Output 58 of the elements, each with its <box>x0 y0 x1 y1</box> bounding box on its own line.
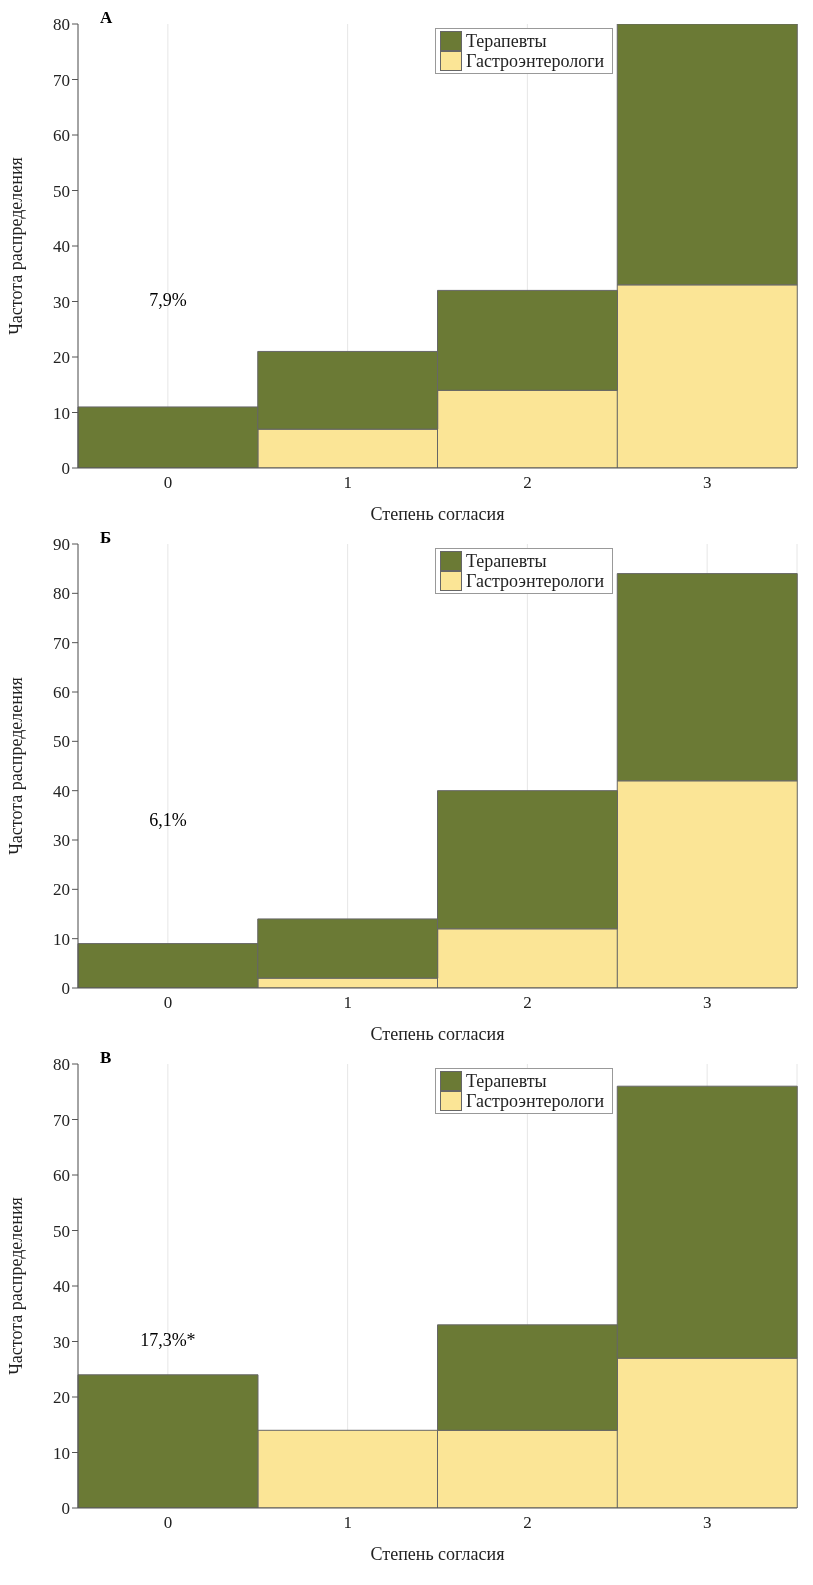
x-tick-label: 0 <box>163 993 173 1013</box>
y-tick-label: 10 <box>53 403 70 423</box>
x-tick-label: 1 <box>343 993 352 1013</box>
y-tick-label: 80 <box>53 15 70 35</box>
y-tick-label: 80 <box>53 1055 70 1075</box>
x-tick-label: 2 <box>523 993 532 1013</box>
y-tick-label: 80 <box>53 584 70 604</box>
y-tick-label: 60 <box>53 1166 70 1186</box>
legend-label: Терапевты <box>466 551 547 571</box>
y-axis-title: Частота распределения <box>6 1197 27 1375</box>
y-tick-label: 50 <box>53 181 70 201</box>
x-axis-title: Степень согласия <box>370 1544 505 1564</box>
y-tick-label: 0 <box>61 459 70 479</box>
chart-title: В <box>100 1048 112 1068</box>
annotation: 6,1% <box>148 810 188 832</box>
y-tick-label: 30 <box>53 831 70 851</box>
legend-label: Гастроэнтерологи <box>466 51 605 71</box>
y-tick-label: 70 <box>53 633 70 653</box>
x-tick-label: 0 <box>163 1513 173 1533</box>
y-tick-label: 20 <box>53 1388 70 1408</box>
y-tick-label: 70 <box>53 70 70 90</box>
y-tick-label: 0 <box>61 1499 70 1519</box>
y-tick-label: 40 <box>53 781 70 801</box>
x-tick-label: 1 <box>343 1513 352 1533</box>
x-axis-title: Степень согласия <box>370 1024 505 1044</box>
y-tick-label: 70 <box>53 1110 70 1130</box>
y-tick-label: 50 <box>53 732 70 752</box>
y-tick-label: 10 <box>53 1443 70 1463</box>
y-tick-label: 0 <box>61 979 70 999</box>
legend-label: Гастроэнтерологи <box>466 1091 605 1111</box>
y-tick-label: 40 <box>53 237 70 257</box>
x-tick-label: 3 <box>702 1513 712 1533</box>
y-tick-label: 60 <box>53 683 70 703</box>
y-tick-label: 60 <box>53 126 70 146</box>
y-tick-label: 90 <box>53 535 70 555</box>
x-tick-label: 1 <box>343 473 352 493</box>
legend-label: Терапевты <box>466 1071 547 1091</box>
chart-title: Б <box>100 528 112 548</box>
x-tick-label: 0 <box>163 473 173 493</box>
x-tick-label: 3 <box>702 993 712 1013</box>
x-tick-label: 2 <box>523 473 532 493</box>
legend-label: Терапевты <box>466 31 547 51</box>
y-tick-label: 10 <box>53 929 70 949</box>
legend-label: Гастроэнтерологи <box>466 571 605 591</box>
annotation: 17,3%* <box>139 1330 197 1352</box>
annotation: 7,9% <box>148 290 188 312</box>
x-tick-label: 3 <box>702 473 712 493</box>
y-tick-label: 20 <box>53 348 70 368</box>
y-tick-label: 20 <box>53 880 70 900</box>
chart-title: А <box>100 8 113 28</box>
y-axis-title: Частота распределения <box>6 677 27 855</box>
y-tick-label: 30 <box>53 1332 70 1352</box>
y-tick-label: 50 <box>53 1221 70 1241</box>
y-tick-label: 40 <box>53 1277 70 1297</box>
y-axis-title: Частота распределения <box>6 157 27 335</box>
y-tick-label: 30 <box>53 292 70 312</box>
x-axis-title: Степень согласия <box>370 504 505 524</box>
x-tick-label: 2 <box>523 1513 532 1533</box>
